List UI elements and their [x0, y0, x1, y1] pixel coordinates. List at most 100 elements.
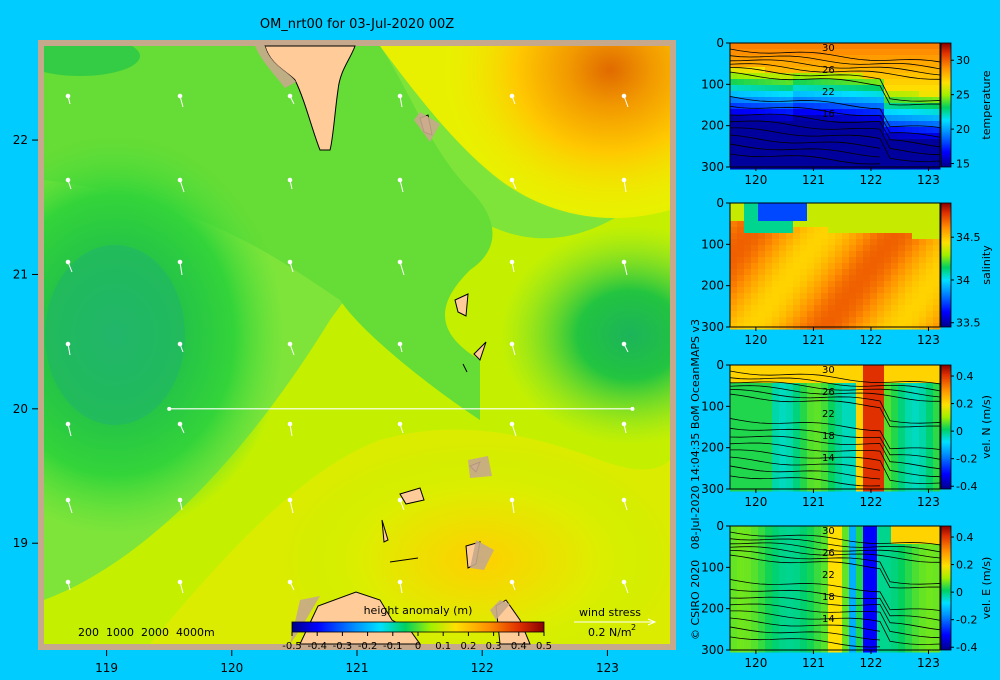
section-cell [814, 305, 822, 312]
section-cell [751, 592, 759, 599]
section-cell [737, 467, 745, 474]
section-cell [849, 281, 857, 288]
section-cell [842, 538, 850, 545]
section-cell [744, 544, 752, 551]
section-cell [814, 245, 822, 252]
section-cell [772, 622, 780, 629]
wind-arrow [621, 497, 628, 511]
section-cell [877, 407, 885, 414]
section-cell [800, 323, 808, 330]
section-cell [772, 592, 780, 599]
section-cell [884, 377, 892, 384]
section-cell [926, 604, 934, 611]
section-cell [856, 592, 864, 599]
section-cell [835, 233, 843, 240]
contour-label: 14 [822, 453, 835, 464]
section-cell [779, 97, 787, 104]
section-cell [737, 544, 745, 551]
section-cell [835, 574, 843, 581]
section-cell [730, 203, 738, 210]
section-cell [877, 431, 885, 438]
section-cell [765, 437, 773, 444]
section-cell [828, 85, 836, 92]
section-cell [870, 121, 878, 128]
wind-arrow [397, 421, 404, 434]
section-cell [828, 157, 836, 164]
section-cell [828, 455, 836, 462]
section-cell [898, 467, 906, 474]
contour-line [729, 153, 881, 165]
section-cell [926, 73, 934, 80]
section-frame [729, 525, 941, 651]
section-colorbar [940, 202, 952, 328]
section-cell [730, 49, 738, 56]
section-cell [898, 85, 906, 92]
section-cell [884, 221, 892, 228]
section-cell [793, 269, 801, 276]
section-cell [751, 365, 759, 372]
section-cell [926, 251, 934, 258]
section-cell [786, 121, 794, 128]
section-cell [884, 43, 892, 50]
section-cell [800, 640, 808, 647]
section-cell [807, 556, 815, 563]
section-cell [800, 574, 808, 581]
section-cell [793, 209, 801, 216]
section-cell [730, 377, 738, 384]
section-cell [877, 163, 885, 170]
section-cell [814, 634, 822, 641]
section-cell [793, 383, 801, 390]
wind-arrow [177, 177, 185, 193]
section-frame [729, 42, 941, 168]
section-cell [730, 85, 738, 92]
section-cell [779, 305, 787, 312]
section-cell [772, 413, 780, 420]
section-cell [856, 275, 864, 282]
section-cell [737, 407, 745, 414]
section-cell [786, 479, 794, 486]
section-cell [919, 395, 927, 402]
section-cell [849, 245, 857, 252]
section-cell [800, 139, 808, 146]
section-cell [912, 103, 920, 110]
contour-line [729, 385, 941, 402]
section-cell [758, 532, 766, 539]
section-cell [807, 209, 815, 216]
section-cell [793, 604, 801, 611]
section-cell [842, 257, 850, 264]
section-cell [870, 556, 878, 563]
section-cell [807, 73, 815, 80]
section-cell [730, 121, 738, 128]
section-cell [863, 538, 871, 545]
section-cell [800, 646, 808, 653]
section-cell [828, 299, 836, 306]
section-cell [765, 103, 773, 110]
section-cell [786, 157, 794, 164]
section-cell [800, 115, 808, 122]
contour-line [729, 427, 941, 460]
section-cell [772, 263, 780, 270]
section-cell [933, 323, 941, 330]
map-y-tick-label: 20 [13, 402, 28, 416]
section-cell [800, 227, 808, 234]
section-cell [793, 461, 801, 468]
section-cell [884, 61, 892, 68]
section-cell [821, 157, 829, 164]
section-cell [793, 257, 801, 264]
section-cell [877, 209, 885, 216]
section-cell [758, 598, 766, 605]
section-cell [744, 568, 752, 575]
section-cell [884, 245, 892, 252]
section-cell [919, 377, 927, 384]
section-cell [758, 562, 766, 569]
section-cell [730, 562, 738, 569]
section-cell [744, 419, 752, 426]
section-cell [870, 73, 878, 80]
section-cell [751, 479, 759, 486]
section-cell [891, 43, 899, 50]
section-cell [863, 604, 871, 611]
section-cell [758, 55, 766, 62]
section-cell [765, 628, 773, 635]
contour-line [729, 120, 941, 156]
section-cell [933, 532, 941, 539]
